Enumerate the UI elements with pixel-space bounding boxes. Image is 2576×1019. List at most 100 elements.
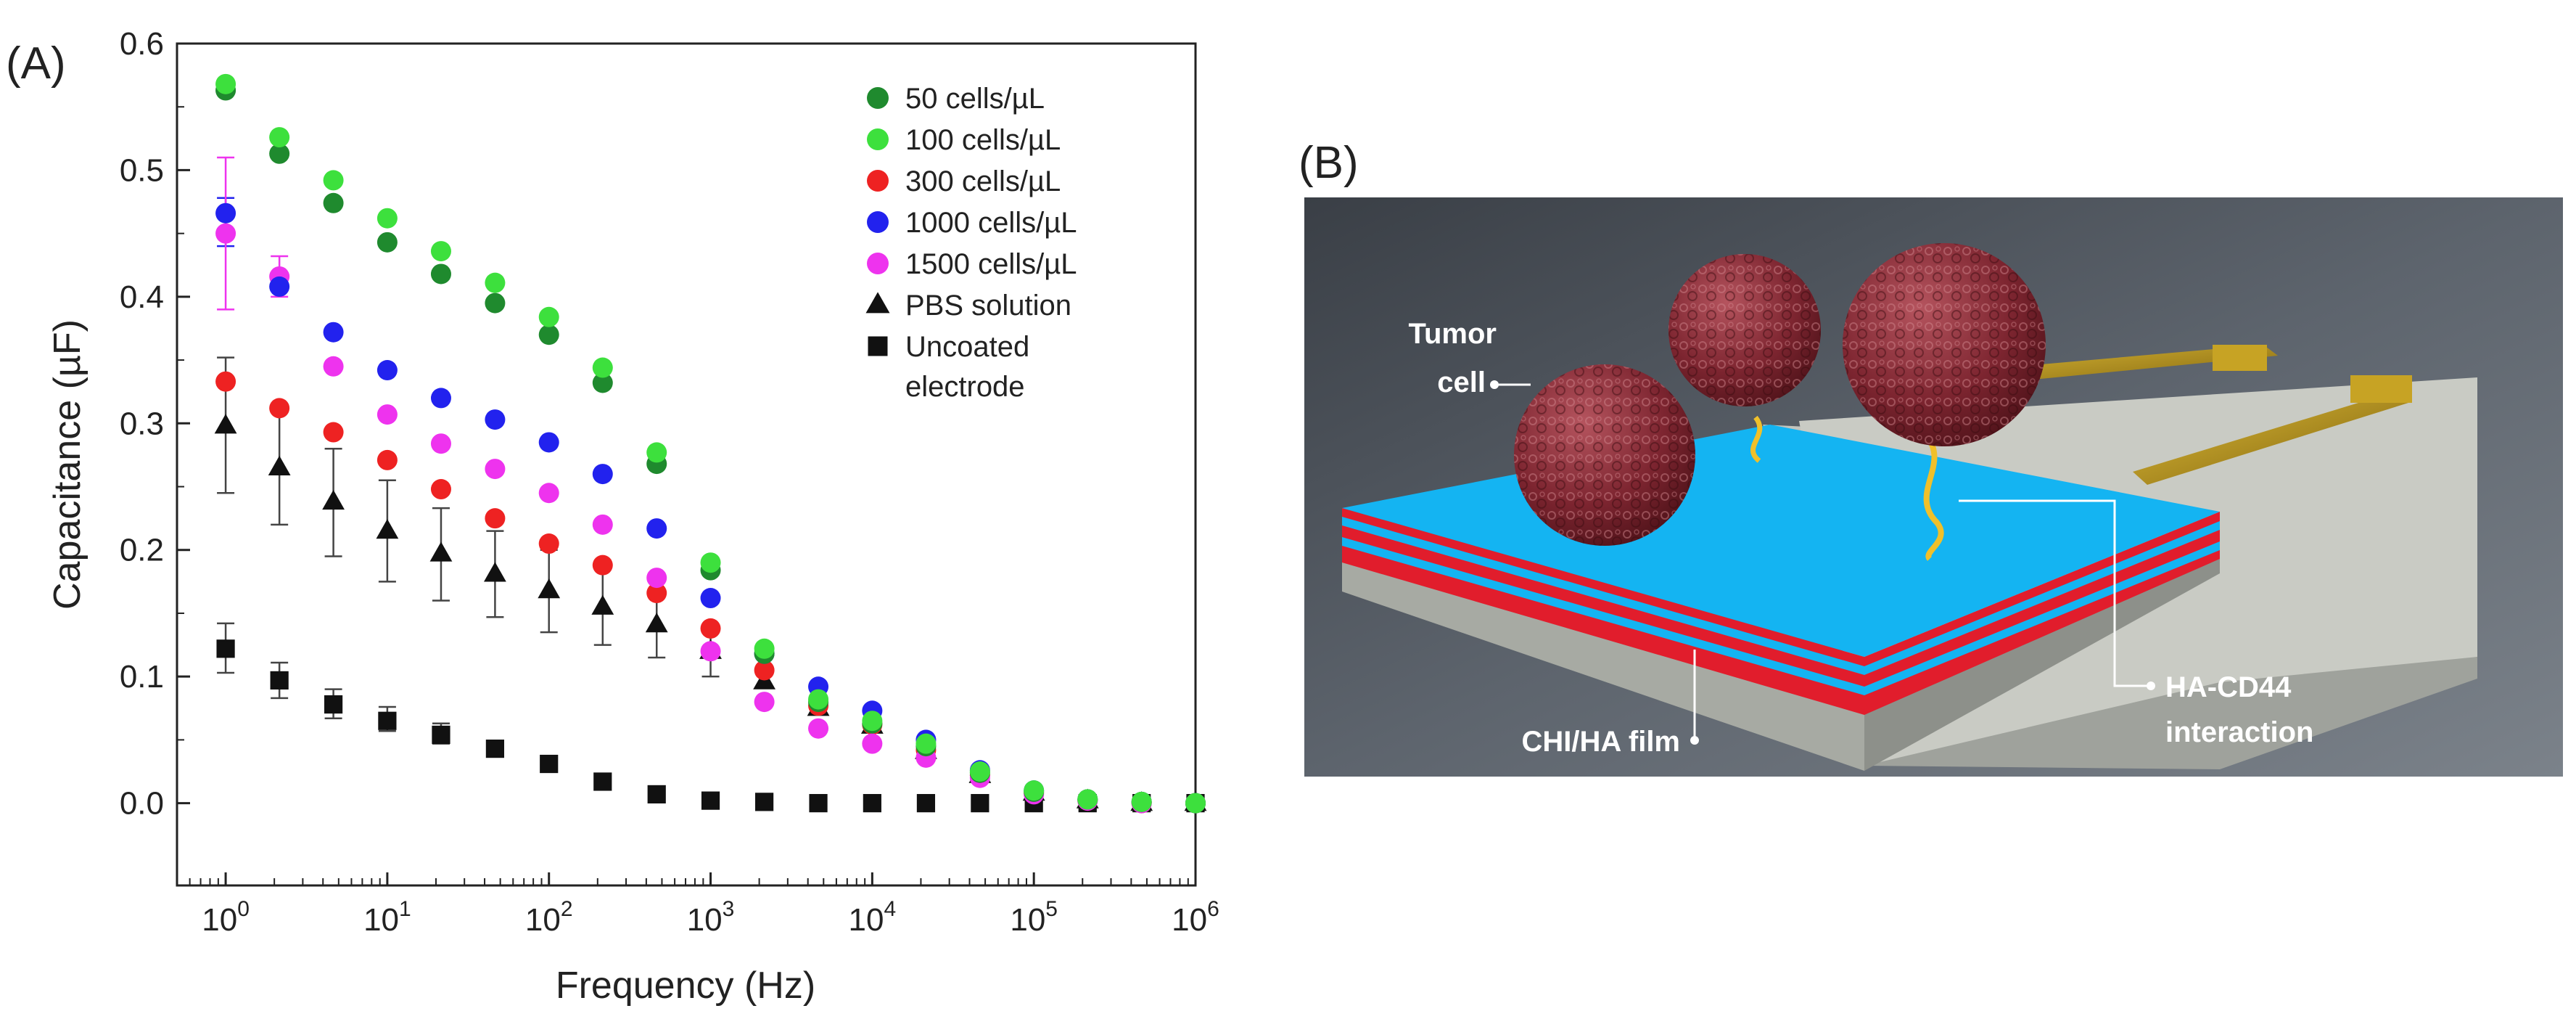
legend-marker-1500-cells-ul [867,253,889,274]
point-100-cells-ul [1077,789,1098,810]
y-tick-label: 0.0 [120,786,164,822]
point-1500-cells-ul [485,459,506,480]
point-uncoated-electrode [216,639,235,658]
point-uncoated-electrode [863,794,881,813]
electrode-pad-2 [2350,375,2412,403]
point-pbs-solution [538,578,561,599]
electrode-strip-2 [2133,392,2408,485]
point-uncoated-electrode [916,794,936,813]
x-tick-label: 103 [687,897,735,938]
y-axis-ticks: 0.0 0.1 0.2 0.3 0.4 0.5 0.6 [120,26,190,822]
legend-marker-300-cells-ul [867,170,889,192]
x-tick-label: 104 [849,897,897,938]
x-axis-title: Frequency (Hz) [556,965,815,1007]
callout-tumor-dot [1490,380,1499,389]
y-tick-label: 0.3 [120,406,164,441]
panel-b-label: (B) [1299,138,1359,188]
tumor-cell-3-texture [1514,364,1695,546]
ha-linker-2 [1923,433,1944,561]
point-1000-cells-ul [269,276,290,297]
point-1000-cells-ul [592,464,613,485]
point-100-cells-ul [323,170,344,191]
point-100-cells-ul [1024,780,1045,801]
y-tick-label: 0.2 [120,533,164,568]
legend-label-100-cells-ul: 100 cells/µL [905,124,1061,156]
y-axis-title: Capacitance (µF) [46,319,89,610]
point-1000-cells-ul [376,360,398,381]
point-300-cells-ul [754,660,775,681]
point-100-cells-ul [215,73,236,94]
point-50-cells-ul [269,143,290,164]
point-1500-cells-ul [862,733,883,754]
point-pbs-solution [268,455,291,476]
point-1500-cells-ul [215,223,236,244]
point-300-cells-ul [323,422,344,443]
point-1000-cells-ul [646,518,667,539]
legend-label-1000-cells-ul: 1000 cells/µL [905,207,1077,239]
point-300-cells-ul [430,479,451,500]
x-tick-label: 101 [363,897,411,938]
point-100-cells-ul [538,306,559,327]
tumor-cell-1-texture [1668,254,1821,406]
point-pbs-solution [591,594,614,615]
point-300-cells-ul [646,583,667,604]
point-1500-cells-ul [323,356,344,377]
legend-label-uncoated-electrode: Uncoated electrode [905,331,1029,403]
point-1000-cells-ul [700,588,721,609]
point-pbs-solution [484,562,506,582]
device-illustration: Tumor cell CHI/HA film HA-CD44 interacti… [1304,197,2563,777]
point-100-cells-ul [862,711,883,732]
x-tick-label: 102 [525,897,573,938]
point-300-cells-ul [592,554,613,576]
point-100-cells-ul [1131,791,1152,812]
legend-marker-uncoated-electrode [868,336,888,356]
legend: 50 cells/µL 100 cells/µL 300 cells/µL 1000 … [865,83,1077,403]
legend-label-1500-cells-ul: 1500 cells/µL [905,248,1077,280]
point-100-cells-ul [1185,793,1206,814]
label-chi-ha-film: CHI/HA film [1521,726,1680,758]
point-100-cells-ul [700,552,721,573]
point-uncoated-electrode [485,740,505,758]
point-100-cells-ul [376,208,398,229]
point-uncoated-electrode [701,791,720,810]
point-300-cells-ul [700,618,721,639]
series-100-cells-ul [215,73,1206,814]
point-100-cells-ul [969,761,990,782]
electrode-pad-1 [2213,345,2267,371]
point-1500-cells-ul [376,404,398,425]
panel-a-label: (A) [6,38,66,89]
x-tick-label: 105 [1010,897,1058,938]
legend-label-50-cells-ul: 50 cells/µL [905,83,1045,115]
point-uncoated-electrode [647,785,666,804]
point-300-cells-ul [269,398,290,419]
point-1500-cells-ul [808,718,829,739]
y-tick-label: 0.6 [120,26,164,62]
label-cell: cell [1437,367,1486,398]
tumor-cell-2-texture [1843,243,2046,446]
film-blue-stripe-left-1 [1342,517,1864,675]
film-blue-stripe-front-2 [1864,541,2220,695]
legend-marker-1000-cells-ul [867,211,889,233]
label-ha-cd44: HA-CD44 [2165,671,2292,703]
series-pbs-solution [214,414,1207,811]
point-100-cells-ul [592,357,613,378]
point-uncoated-electrode [270,671,289,690]
ha-linker-1 [1750,415,1763,463]
legend-label-pbs-solution: PBS solution [905,290,1071,322]
y-tick-label: 0.1 [120,659,164,695]
legend-marker-50-cells-ul [867,87,889,109]
point-50-cells-ul [430,263,451,285]
point-50-cells-ul [323,192,344,213]
point-uncoated-electrode [540,754,559,774]
point-100-cells-ul [485,272,506,293]
point-300-cells-ul [538,533,559,554]
point-1500-cells-ul [700,641,721,662]
point-100-cells-ul [646,442,667,463]
point-pbs-solution [214,414,237,434]
x-tick-label: 100 [202,897,250,938]
legend-marker-pbs-solution [865,292,890,314]
point-1500-cells-ul [430,433,451,454]
film-blue-stripe-left-2 [1342,537,1864,695]
point-1000-cells-ul [538,432,559,453]
